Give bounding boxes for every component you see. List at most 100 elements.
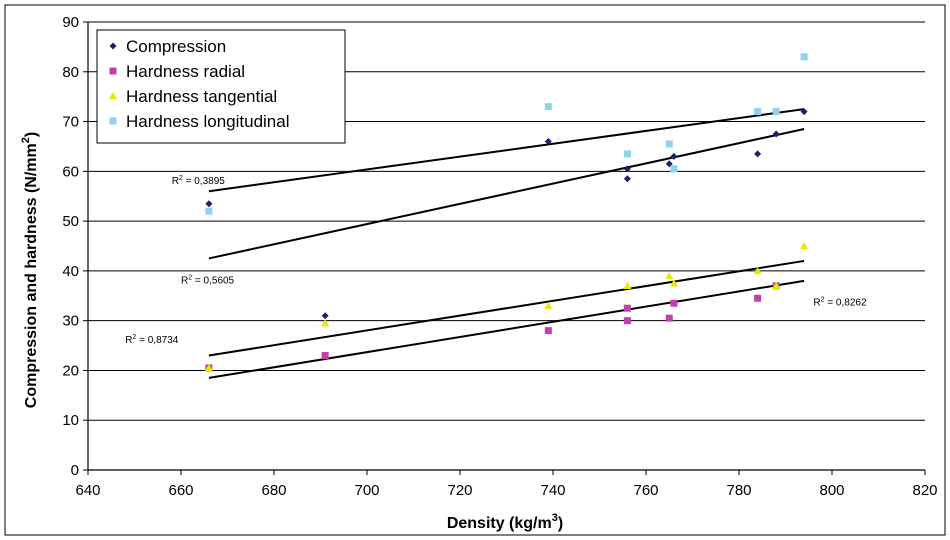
- data-point: [753, 266, 762, 275]
- data-point: [800, 242, 809, 250]
- data-point: [772, 130, 780, 138]
- trendline: [208, 128, 805, 260]
- y-axis-title-sup: 2: [20, 137, 32, 143]
- y-tick-label: 20: [62, 362, 79, 379]
- x-tick-label: 660: [168, 482, 193, 499]
- y-tick-label: 10: [62, 412, 79, 429]
- legend-label: Compression: [126, 37, 226, 56]
- r-squared-r: R: [172, 176, 179, 187]
- data-point: [670, 152, 678, 160]
- r-squared-label: R2 = 0,5605: [181, 274, 235, 286]
- x-tick-label: 680: [261, 482, 286, 499]
- x-tick-label: 780: [726, 482, 751, 499]
- axes: [87, 22, 925, 471]
- legend-items: Compression Hardness radial Hardness tange…: [109, 37, 290, 131]
- x-axis-title-base: Density (kg/m: [447, 515, 552, 532]
- r-squared-sup: 2: [179, 175, 183, 182]
- legend-label: Hardness radial: [126, 62, 245, 81]
- gridlines: [88, 21, 925, 421]
- r-squared-value: = 0,5605: [192, 275, 234, 286]
- legend-marker: [109, 67, 117, 75]
- data-point: [772, 108, 780, 116]
- x-tick-label: 800: [819, 482, 844, 499]
- data-point: [205, 207, 213, 215]
- legend-box: [96, 29, 346, 144]
- y-tick-label: 0: [71, 462, 79, 479]
- y-tick-label: 50: [62, 213, 79, 230]
- data-point: [623, 150, 631, 158]
- legend: Compression Hardness radial Hardness tange…: [96, 29, 346, 144]
- legend-marker: [109, 92, 117, 100]
- y-axis-title-base: Compression and hardness (N/mm: [23, 143, 40, 408]
- data-point: [544, 301, 553, 309]
- data-point: [665, 140, 673, 148]
- data-points: [204, 53, 809, 372]
- data-point: [665, 271, 674, 280]
- y-tick-label: 60: [62, 163, 79, 180]
- trendlines: [208, 108, 805, 379]
- tick-labels: 0 10 20 30 40 50 60 70 80 90 640 660 680 700 720 740 760…: [62, 14, 937, 499]
- legend-marker: [109, 42, 117, 50]
- y-tick-label: 30: [62, 313, 79, 330]
- trendline: [208, 108, 805, 193]
- data-point: [754, 294, 762, 302]
- r-squared-value: = 0,3895: [183, 176, 225, 187]
- data-point: [321, 312, 329, 320]
- y-axis-title-end: ): [23, 132, 40, 137]
- r-squared-value: = 0,8734: [136, 335, 178, 346]
- data-point: [544, 103, 552, 111]
- data-point: [670, 299, 678, 307]
- x-tick-label: 640: [75, 482, 100, 499]
- y-axis-title: Compression and hardness (N/mm2): [20, 132, 40, 408]
- x-tick-label: 760: [633, 482, 658, 499]
- x-tick-label: 700: [354, 482, 379, 499]
- data-point: [623, 317, 631, 325]
- data-point: [623, 281, 632, 290]
- data-point: [623, 175, 631, 183]
- trendline: [208, 259, 805, 357]
- x-axis-title: Density (kg/m3): [447, 512, 563, 532]
- r-squared-label: R2 = 0,8734: [125, 334, 179, 346]
- data-point: [754, 108, 762, 116]
- data-point: [800, 53, 808, 61]
- data-point: [205, 200, 213, 208]
- data-point: [623, 304, 631, 312]
- x-axis-title-end: ): [558, 515, 563, 532]
- y-tick-label: 40: [62, 263, 79, 280]
- x-tick-label: 740: [540, 482, 565, 499]
- legend-label: Hardness longitudinal: [126, 112, 290, 131]
- data-point: [321, 352, 329, 360]
- legend-label: Hardness tangential: [126, 87, 277, 106]
- data-point: [321, 319, 330, 327]
- data-point: [544, 137, 552, 145]
- data-point: [669, 279, 678, 287]
- data-point: [772, 281, 781, 290]
- legend-marker: [109, 117, 117, 125]
- trendline: [208, 279, 805, 379]
- y-tick-label: 70: [62, 114, 79, 131]
- data-point: [800, 108, 808, 116]
- r-squared-label: R2 = 0,8262: [813, 297, 867, 309]
- data-point: [204, 363, 213, 372]
- x-tick-label: 720: [447, 482, 472, 499]
- r-squared-r: R: [813, 298, 820, 309]
- r-squared-sup: 2: [132, 334, 136, 341]
- y-tick-label: 90: [62, 14, 79, 31]
- data-point: [665, 314, 673, 322]
- data-point: [623, 165, 631, 173]
- data-point: [544, 327, 552, 335]
- r-squared-r: R: [125, 335, 132, 346]
- data-point: [754, 150, 762, 158]
- x-axis-title-sup: 3: [552, 512, 558, 524]
- r-squared-sup: 2: [188, 274, 192, 281]
- y-tick-label: 80: [62, 64, 79, 81]
- x-tick-label: 820: [912, 482, 937, 499]
- chart-border: [4, 4, 946, 536]
- r-squared-label: R2 = 0,3895: [172, 175, 226, 187]
- r-squared-value: = 0,8262: [825, 298, 867, 309]
- r-squared-r: R: [181, 275, 188, 286]
- data-point: [670, 165, 678, 173]
- r-squared-sup: 2: [821, 297, 825, 304]
